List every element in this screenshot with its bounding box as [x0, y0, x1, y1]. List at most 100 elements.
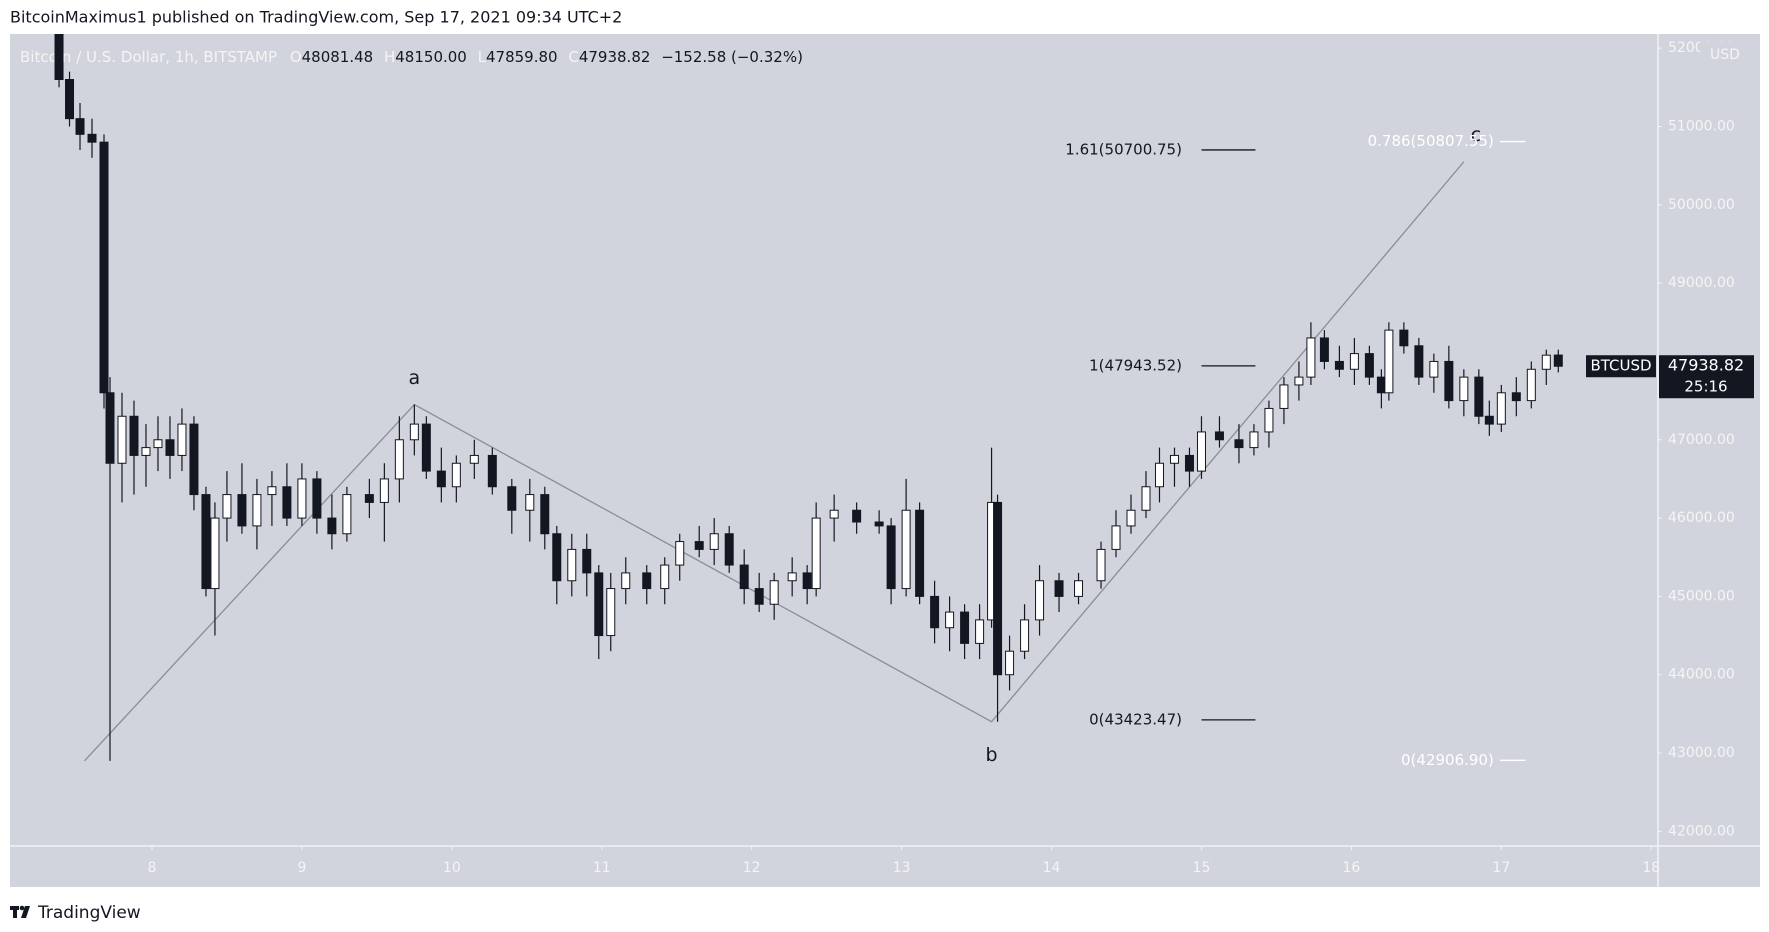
candle-body [222, 494, 232, 519]
candle-body [1214, 431, 1224, 441]
x-tick-label: 14 [1043, 860, 1061, 876]
y-tick-label: 43000.00 [1668, 745, 1735, 761]
candle-body [153, 439, 163, 449]
legend: Bitcoin / U.S. Dollar, 1h, BITSTAMP O480… [20, 48, 803, 66]
legend-value: 47938.82 [579, 48, 651, 66]
candle-body [1096, 548, 1106, 582]
candle-body [1279, 384, 1289, 409]
symbol-tag-label: BTCUSD [1590, 357, 1651, 375]
candle-body [1306, 337, 1316, 378]
candle-body [787, 572, 797, 582]
candle-body [75, 118, 85, 135]
candle-body [342, 494, 352, 535]
candle-body [421, 423, 431, 472]
logo-shape [13, 906, 17, 918]
candle-body [1384, 329, 1394, 394]
candle-body [379, 478, 389, 503]
candle-body [582, 548, 592, 574]
candle-body [487, 454, 497, 488]
y-tick-label: 47000.00 [1668, 432, 1735, 448]
y-tick-label: 50000.00 [1668, 197, 1735, 213]
candle-body [1364, 353, 1374, 378]
candle-body [469, 454, 479, 464]
candle-body [394, 439, 404, 480]
candle-body [1054, 580, 1064, 597]
symbol-title: Bitcoin / U.S. Dollar, 1h, BITSTAMP [20, 48, 277, 66]
candle-body [54, 34, 64, 81]
candle-body [210, 517, 220, 590]
candle-body [105, 392, 115, 464]
fib-label: 0.786(50807.55) [1368, 132, 1494, 150]
candle-body [87, 133, 97, 143]
x-tick-label: 13 [893, 860, 911, 876]
plot-area: a b c 1.61(50700.75) 1(47943.52) 0(43423.47) 0… [54, 34, 1563, 769]
candle-body [1459, 376, 1469, 402]
x-tick-label: 8 [148, 860, 157, 876]
y-tick-label: 44000.00 [1668, 667, 1735, 683]
candle-body [811, 517, 821, 590]
candle-body [201, 494, 211, 590]
brand-logo [10, 905, 30, 918]
candle-body [852, 509, 862, 523]
x-tick-label: 12 [743, 860, 761, 876]
candle-body [960, 611, 970, 644]
candle-body [237, 494, 247, 527]
countdown-label: 25:16 [1684, 378, 1727, 396]
candle-body [1429, 360, 1439, 378]
candle-body [1511, 392, 1521, 402]
candle-body [141, 447, 151, 456]
candle-body [297, 478, 307, 519]
candle-body [189, 423, 199, 496]
candle-body [901, 509, 911, 590]
wave-label: a [409, 367, 421, 389]
candle-body [1020, 619, 1030, 652]
candle-body [829, 509, 839, 519]
candle-body [1444, 360, 1454, 402]
candle-body [1334, 360, 1344, 370]
candle-body [1414, 345, 1424, 378]
candle-body [1553, 354, 1563, 367]
candle-body [1294, 376, 1304, 386]
candle-body [724, 533, 734, 566]
y-tick-label: 49000.00 [1668, 275, 1735, 291]
candle-body [915, 509, 925, 597]
candle-body [364, 494, 374, 503]
legend-key: C [568, 48, 578, 66]
currency-box [1700, 42, 1750, 64]
candle-body [945, 611, 955, 629]
candle-body [709, 533, 719, 550]
candle-body [1035, 580, 1045, 621]
currency-label: USD [1710, 47, 1740, 63]
wave-label: b [986, 744, 998, 766]
candle-body [267, 486, 277, 496]
candle-body [802, 572, 812, 590]
candle-body [1349, 353, 1359, 370]
fib-label: 1.61(50700.75) [1065, 140, 1182, 158]
wave-label: c [1471, 124, 1481, 146]
legend-change: −152.58 (−0.32%) [661, 48, 803, 66]
candle-body [675, 541, 685, 566]
legend-value: 48081.48 [302, 48, 374, 66]
candle-body [1526, 368, 1536, 402]
candle-body [451, 462, 461, 488]
candle-body [1474, 376, 1484, 417]
candle-body [1484, 415, 1494, 425]
legend-value: 48150.00 [395, 48, 467, 66]
candle-body [694, 541, 704, 550]
candle-body [1264, 407, 1274, 433]
candle-body [117, 415, 127, 464]
candle-body [165, 439, 175, 456]
x-tick-label: 18 [1642, 860, 1660, 876]
candle-body [282, 486, 292, 519]
candle-body [993, 501, 1003, 676]
candle-body [1126, 509, 1136, 527]
candle-body [1399, 329, 1409, 347]
candle-body [1196, 431, 1206, 472]
legend-key: O [290, 48, 302, 66]
candle-body [930, 595, 940, 629]
candle-body [99, 141, 109, 394]
candle-body [975, 619, 985, 644]
y-tick-label: 45000.00 [1668, 588, 1735, 604]
